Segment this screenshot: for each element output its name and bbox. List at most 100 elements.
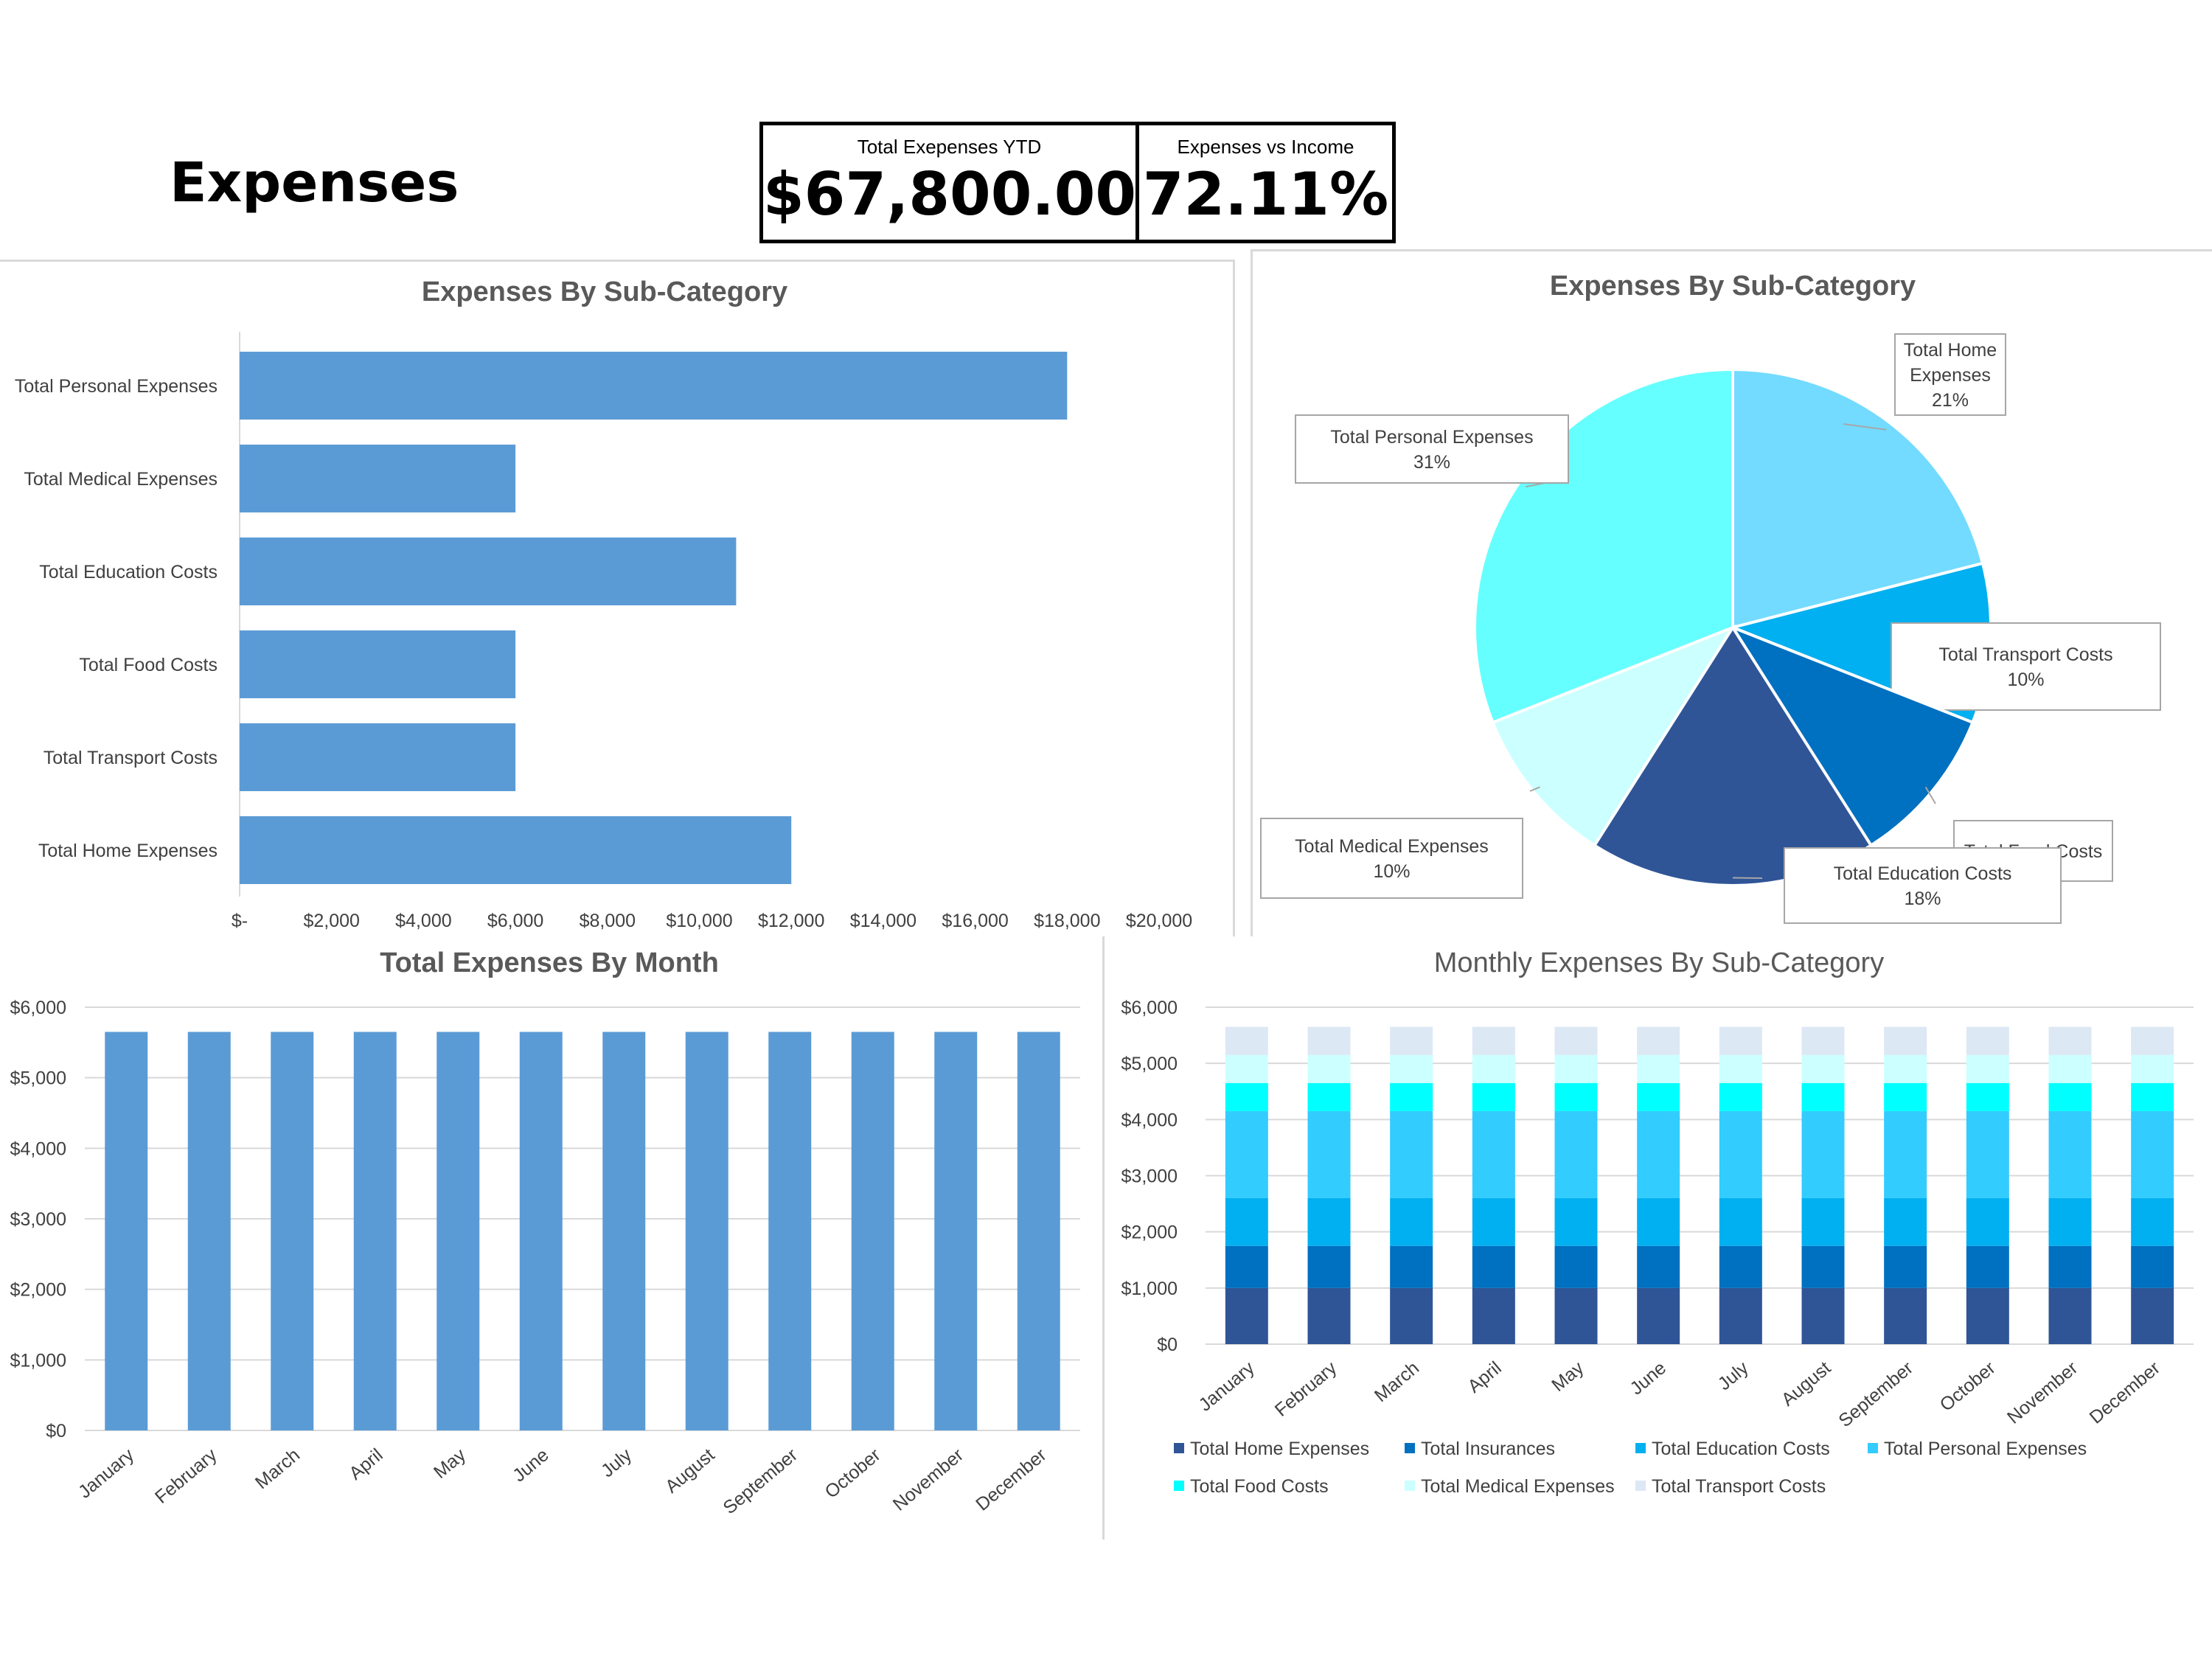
bar-segment [1801,1110,1845,1198]
x-tick-label: November [2003,1357,2081,1428]
chart-title: Expenses By Sub-Category [422,276,787,307]
legend-label: Total Medical Expenses [1421,1476,1615,1497]
subcat-pie-chart: Expenses By Sub-Category Total Home Expens… [1253,254,2212,936]
bar-segment [1966,1110,2009,1198]
x-tick-label: $18,000 [1034,911,1100,931]
y-tick-label: $1,000 [1121,1279,1178,1299]
bar-segment [1884,1110,1927,1198]
bar-segment [1884,1197,1927,1246]
bar-segment [1390,1026,1433,1055]
monthly-stacked-chart: Monthly Expenses By Sub-Category $0 $1,000… [1106,936,2212,1541]
x-tick-label: September [719,1444,801,1518]
x-tick-label: November [889,1444,967,1515]
y-tick-label: $5,000 [1121,1054,1178,1074]
data-label-text: Total Medical Expenses [1295,836,1489,857]
bar [851,1032,894,1430]
leader-line [1732,877,1763,879]
bar-segment [2131,1245,2174,1288]
bar-segment [1719,1245,1762,1288]
bar-segment [1390,1054,1433,1083]
bar-segment [1472,1197,1515,1246]
x-tick-label: $2,000 [303,911,359,931]
bar-segment [1637,1197,1680,1246]
bar-segment [1884,1245,1927,1288]
bar-segment [1225,1082,1268,1111]
y-tick-label: Total Transport Costs [44,748,218,768]
bar [240,816,792,884]
bar [271,1032,314,1430]
x-tick-label: January [1195,1357,1259,1416]
y-tick-label: $3,000 [1121,1166,1178,1187]
bar-segment [1554,1287,1598,1344]
bar-segment [1554,1026,1598,1055]
y-tick-label: $6,000 [1121,998,1178,1018]
bar-segment [1884,1082,1927,1111]
data-label-pct: 10% [2007,669,2044,690]
bar-segment [1554,1082,1598,1111]
x-tick-label: September [1834,1357,1917,1431]
legend-label: Total Education Costs [1652,1439,1830,1459]
bar-segment [1225,1054,1268,1083]
bar-segment [2048,1110,2092,1198]
bar-segment [1966,1026,2009,1055]
bar-segment [2048,1197,2092,1246]
x-tick-label: July [597,1444,636,1481]
x-tick-label: $14,000 [850,911,917,931]
pie-slice [1490,624,1736,848]
bar-segment [2131,1082,2174,1111]
x-tick-label: January [74,1444,139,1503]
bar-segment [2048,1082,2092,1111]
bar-segment [1307,1245,1351,1288]
chart-title: Monthly Expenses By Sub-Category [1434,947,1884,978]
y-tick-label: $0 [46,1421,66,1441]
subcat-bar-chart: Expenses By Sub-Category Total Personal E… [0,265,1224,936]
y-tick-label: Total Food Costs [79,655,218,675]
panel-divider [1102,936,1105,1540]
bar-segment [1307,1026,1351,1055]
y-tick-label: $0 [1157,1335,1178,1355]
x-tick-label: March [251,1444,304,1493]
bar [240,538,737,605]
y-tick-label: $3,000 [10,1209,66,1230]
kpi-label: Total Exepenses YTD [857,136,1042,158]
bar-segment [1884,1026,1927,1055]
data-label-pct: 21% [1932,390,1969,411]
legend-swatch [1405,1481,1415,1491]
page-title: Expenses [170,151,459,215]
x-tick-label: $20,000 [1126,911,1192,931]
data-label-text: Total Personal Expenses [1330,427,1533,448]
bar-segment [1390,1287,1433,1344]
data-label-pct: 31% [1413,452,1450,473]
bar [240,352,1068,420]
kpi-value: $67,800.00 [763,160,1137,229]
data-label-text: Total Home [1904,340,1997,361]
data-label-text: Expenses [1910,365,1991,386]
bar-segment [1637,1245,1680,1288]
bar [240,630,516,698]
bar-segment [1390,1245,1433,1288]
bar-segment [1966,1197,2009,1246]
legend-label: Total Personal Expenses [1884,1439,2087,1459]
legend-swatch [1405,1443,1415,1453]
y-tick-label: Total Personal Expenses [15,376,218,397]
bar [353,1032,397,1430]
kpi-total-expenses: Total Exepenses YTD $67,800.00 [759,122,1139,243]
bar-segment [1554,1245,1598,1288]
x-tick-label: April [345,1444,386,1484]
bar-segment [1307,1054,1351,1083]
bar-segment [1307,1287,1351,1344]
bar-segment [1637,1110,1680,1198]
bar [602,1032,646,1430]
y-tick-label: Total Home Expenses [38,841,218,861]
legend-swatch [1868,1443,1878,1453]
pie-slice [1729,624,1975,848]
bar-segment [2048,1054,2092,1083]
x-tick-label: $- [232,911,248,931]
data-label-box [1784,847,2062,924]
monthly-total-chart: Total Expenses By Month $0 $1,000 $2,000 $3,… [0,936,1099,1541]
legend-label: Total Food Costs [1190,1476,1329,1497]
bar-segment [2131,1026,2174,1055]
data-label-box [1891,622,2161,711]
x-tick-label: October [821,1444,884,1503]
bar-segment [2131,1287,2174,1344]
